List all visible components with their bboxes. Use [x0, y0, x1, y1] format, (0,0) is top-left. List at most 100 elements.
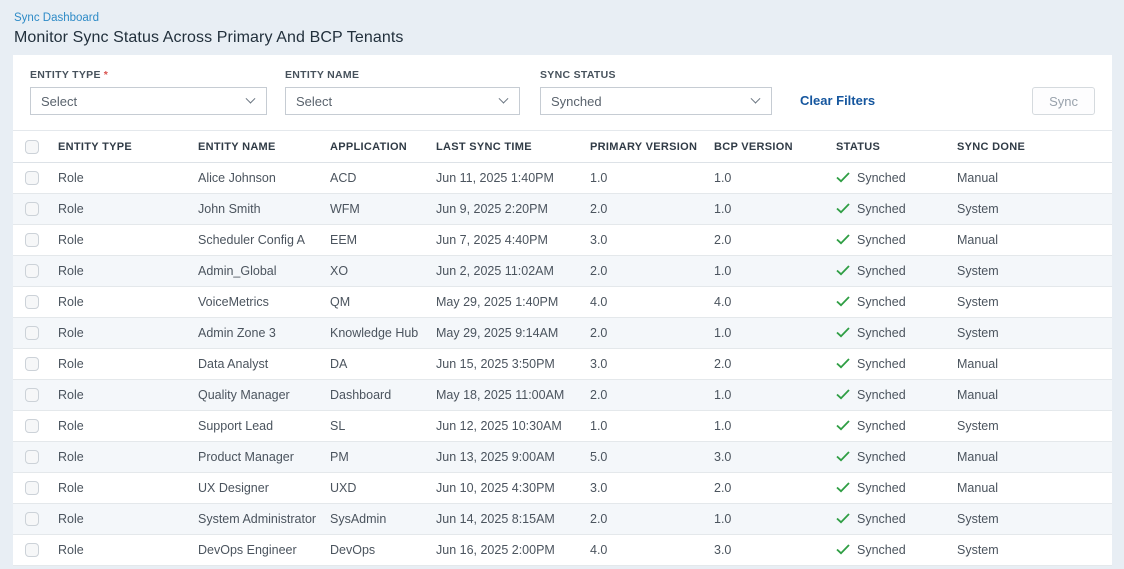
filter-bar: ENTITY TYPE * Select ENTITY NAME Select S… [13, 55, 1112, 130]
row-checkbox[interactable] [25, 481, 39, 496]
chevron-down-icon [245, 93, 256, 104]
row-checkbox[interactable] [25, 419, 39, 434]
cell-last-sync-time: Jun 16, 2025 2:00PM [436, 534, 590, 566]
row-checkbox[interactable] [25, 543, 39, 558]
entity-type-label: ENTITY TYPE * [30, 69, 267, 81]
cell-sync-done: System [957, 317, 1112, 349]
cell-status: Synched [836, 472, 957, 504]
cell-application: SL [330, 410, 436, 442]
table-row: Role Alice Johnson ACD Jun 11, 2025 1:40… [13, 162, 1112, 194]
row-checkbox[interactable] [25, 357, 39, 372]
cell-entity-name: Quality Manager [198, 379, 330, 411]
table-row: Role Scheduler Config A EEM Jun 7, 2025 … [13, 224, 1112, 256]
cell-entity-type: Role [58, 441, 198, 473]
status-text: Synched [857, 419, 906, 433]
cell-sync-done: System [957, 534, 1112, 566]
cell-entity-type: Role [58, 472, 198, 504]
cell-entity-type: Role [58, 224, 198, 256]
sync-button[interactable]: Sync [1032, 87, 1095, 115]
cell-entity-type: Role [58, 534, 198, 566]
cell-status: Synched [836, 255, 957, 287]
row-checkbox[interactable] [25, 450, 39, 465]
row-checkbox[interactable] [25, 171, 39, 186]
cell-primary-version: 5.0 [590, 441, 714, 473]
page-header: Sync Dashboard Monitor Sync Status Acros… [0, 0, 1124, 55]
select-all-checkbox[interactable] [25, 139, 39, 154]
table-row: Role System Administrator SysAdmin Jun 1… [13, 503, 1112, 535]
table-row: Role Admin Zone 3 Knowledge Hub May 29, … [13, 317, 1112, 349]
cell-entity-name: Admin Zone 3 [198, 317, 330, 349]
cell-sync-done: System [957, 193, 1112, 225]
cell-status: Synched [836, 379, 957, 411]
table-body: Role Alice Johnson ACD Jun 11, 2025 1:40… [13, 162, 1112, 566]
row-checkbox[interactable] [25, 233, 39, 248]
sync-status-select[interactable]: Synched [540, 87, 772, 115]
cell-application: WFM [330, 193, 436, 225]
cell-application: PM [330, 441, 436, 473]
chevron-down-icon [498, 93, 509, 104]
cell-primary-version: 2.0 [590, 503, 714, 535]
cell-last-sync-time: Jun 7, 2025 4:40PM [436, 224, 590, 256]
cell-primary-version: 2.0 [590, 255, 714, 287]
check-icon [836, 544, 850, 555]
check-icon [836, 389, 850, 400]
cell-primary-version: 2.0 [590, 379, 714, 411]
row-checkbox-cell [13, 410, 58, 442]
cell-last-sync-time: Jun 12, 2025 10:30AM [436, 410, 590, 442]
check-icon [836, 265, 850, 276]
cell-application: DevOps [330, 534, 436, 566]
check-icon [836, 296, 850, 307]
status-text: Synched [857, 233, 906, 247]
cell-last-sync-time: Jun 2, 2025 11:02AM [436, 255, 590, 287]
cell-bcp-version: 3.0 [714, 441, 836, 473]
cell-entity-name: System Administrator [198, 503, 330, 535]
cell-primary-version: 3.0 [590, 348, 714, 380]
cell-entity-name: Admin_Global [198, 255, 330, 287]
status-text: Synched [857, 543, 906, 557]
check-icon [836, 234, 850, 245]
row-checkbox-cell [13, 162, 58, 194]
check-icon [836, 420, 850, 431]
cell-application: Dashboard [330, 379, 436, 411]
entity-type-select[interactable]: Select [30, 87, 267, 115]
status-text: Synched [857, 481, 906, 495]
cell-entity-type: Role [58, 193, 198, 225]
cell-sync-done: System [957, 410, 1112, 442]
table-row: Role Admin_Global XO Jun 2, 2025 11:02AM… [13, 255, 1112, 287]
cell-sync-done: System [957, 503, 1112, 535]
cell-entity-name: UX Designer [198, 472, 330, 504]
status-text: Synched [857, 264, 906, 278]
cell-application: SysAdmin [330, 503, 436, 535]
cell-entity-type: Role [58, 317, 198, 349]
row-checkbox-cell [13, 348, 58, 380]
entity-name-select[interactable]: Select [285, 87, 520, 115]
row-checkbox-cell [13, 472, 58, 504]
entity-type-label-text: ENTITY TYPE [30, 69, 101, 81]
cell-entity-name: John Smith [198, 193, 330, 225]
clear-filters-link[interactable]: Clear Filters [800, 93, 876, 108]
cell-entity-type: Role [58, 348, 198, 380]
column-header-entity-type: ENTITY TYPE [58, 130, 198, 163]
cell-last-sync-time: Jun 13, 2025 9:00AM [436, 441, 590, 473]
check-icon [836, 203, 850, 214]
row-checkbox[interactable] [25, 264, 39, 279]
sync-status-card: ENTITY TYPE * Select ENTITY NAME Select S… [13, 55, 1112, 566]
row-checkbox[interactable] [25, 388, 39, 403]
row-checkbox[interactable] [25, 512, 39, 527]
entity-name-select-value: Select [296, 93, 333, 109]
cell-primary-version: 4.0 [590, 286, 714, 318]
row-checkbox[interactable] [25, 202, 39, 217]
cell-entity-type: Role [58, 286, 198, 318]
check-icon [836, 327, 850, 338]
sync-status-filter: SYNC STATUS Synched [540, 69, 772, 115]
row-checkbox[interactable] [25, 295, 39, 310]
page-title: Monitor Sync Status Across Primary And B… [14, 29, 404, 46]
cell-application: EEM [330, 224, 436, 256]
cell-entity-name: Scheduler Config A [198, 224, 330, 256]
row-checkbox[interactable] [25, 326, 39, 341]
breadcrumb-sync-dashboard[interactable]: Sync Dashboard [14, 12, 100, 24]
status-text: Synched [857, 202, 906, 216]
column-header-entity-name: ENTITY NAME [198, 130, 330, 163]
cell-status: Synched [836, 534, 957, 566]
row-checkbox-cell [13, 255, 58, 287]
